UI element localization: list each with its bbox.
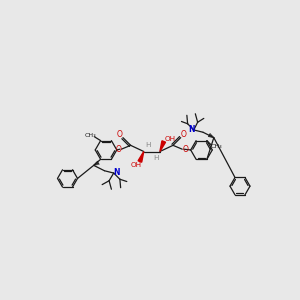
Text: OH: OH <box>130 162 142 168</box>
Text: H: H <box>153 155 159 161</box>
Text: OH: OH <box>164 136 175 142</box>
Polygon shape <box>138 152 144 162</box>
Text: H: H <box>146 142 151 148</box>
Text: O: O <box>181 130 187 139</box>
Text: CH₃: CH₃ <box>211 143 223 148</box>
Text: CH₃: CH₃ <box>85 133 96 138</box>
Text: O: O <box>117 130 123 139</box>
Text: N: N <box>113 168 119 177</box>
Text: O: O <box>182 146 188 154</box>
Text: O: O <box>116 146 121 154</box>
Polygon shape <box>160 141 166 152</box>
Text: N: N <box>188 125 195 134</box>
